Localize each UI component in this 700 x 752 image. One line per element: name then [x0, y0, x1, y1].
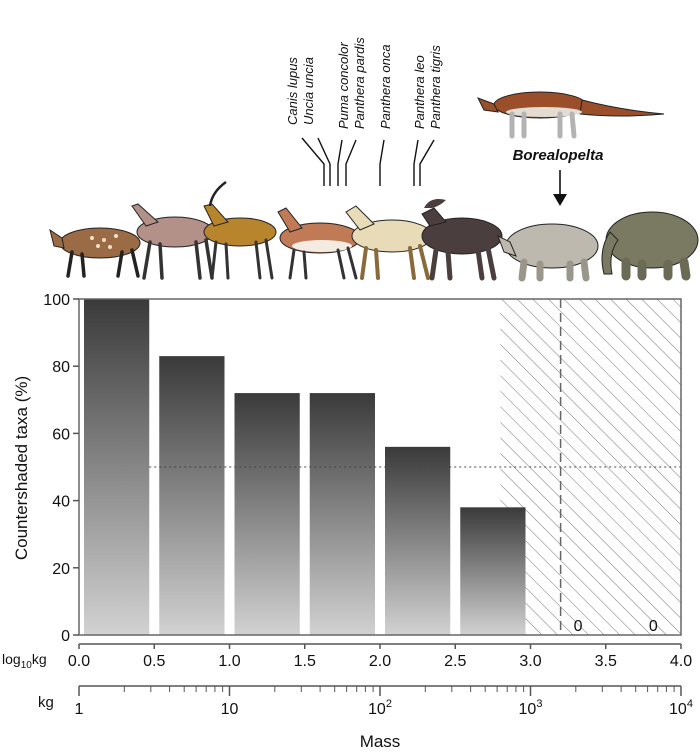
bar-4	[385, 446, 451, 635]
moose-icon	[421, 199, 503, 281]
zero-value-label-1: 0	[649, 618, 658, 635]
small-deer-icon	[131, 203, 214, 280]
log-tick-label-4: 2.0	[369, 653, 391, 670]
bar-5	[460, 507, 526, 635]
kg-tick-label-4: 104	[669, 698, 693, 718]
species-label-panthera-tigris: Panthera tigris	[428, 45, 443, 129]
horse-icon	[345, 205, 433, 280]
kg-tick-label-3: 103	[519, 698, 543, 718]
zero-value-label-0: 0	[574, 618, 583, 635]
elephant-icon	[601, 211, 699, 281]
log-tick-label-7: 3.5	[595, 653, 617, 670]
species-label-canis-lupus: Canis lupus	[285, 57, 300, 125]
y-axis-label: Countershaded taxa (%)	[12, 376, 31, 560]
pronghorn-icon	[277, 207, 361, 280]
gazelle-icon	[203, 180, 277, 280]
kg-tick-label-0: 1	[75, 701, 84, 718]
species-pointer-lines	[301, 137, 435, 186]
bar-0	[84, 299, 150, 635]
species-label-panthera-pardis: Panthera pardis	[352, 37, 367, 129]
chart-area: 0 20 40 60 80 100 0 0 0.0 0.5 1.0 1.5 2.0 2.5 3.0 3.5…	[2, 292, 693, 751]
y-tick-label-20: 20	[52, 561, 70, 578]
y-tick-label-80: 80	[52, 359, 70, 376]
kg-axis-label: kg	[38, 694, 54, 711]
log-tick-label-1: 0.5	[143, 653, 165, 670]
log-tick-label-3: 1.5	[294, 653, 316, 670]
bar-3	[309, 393, 375, 635]
borealopelta-arrow-icon	[553, 170, 567, 206]
bar-2	[234, 393, 300, 635]
x-axis-label: Mass	[360, 732, 401, 751]
species-label-uncia-uncia: Uncia uncia	[301, 57, 316, 125]
y-tick-label-40: 40	[52, 494, 70, 511]
log-tick-label-0: 0.0	[68, 653, 90, 670]
log-tick-label-8: 4.0	[670, 653, 692, 670]
bar-1	[159, 356, 225, 635]
species-label-panthera-leo: Panthera leo	[412, 55, 427, 129]
kg-tick-label-2: 102	[368, 698, 392, 718]
borealopelta-icon	[476, 91, 665, 139]
log-axis-label: log10kg	[2, 651, 47, 671]
y-tick-label-0: 0	[61, 628, 70, 645]
kg-tick-label-1: 10	[221, 701, 239, 718]
borealopelta-label: Borealopelta	[513, 147, 604, 164]
y-tick-label-100: 100	[43, 292, 70, 309]
mouse-deer-icon	[49, 227, 141, 278]
animal-silhouettes	[49, 91, 699, 282]
rhino-icon	[497, 223, 599, 282]
log-tick-label-6: 3.0	[519, 653, 541, 670]
log-tick-label-5: 2.5	[444, 653, 466, 670]
plot-frame	[78, 298, 682, 636]
log-tick-label-2: 1.0	[218, 653, 240, 670]
species-label-panthera-onca: Panthera onca	[378, 44, 393, 129]
species-annotations: Canis lupus Uncia uncia Puma concolor Pa…	[285, 37, 603, 206]
species-label-puma-concolor: Puma concolor	[336, 42, 351, 129]
y-tick-label-60: 60	[52, 426, 70, 443]
